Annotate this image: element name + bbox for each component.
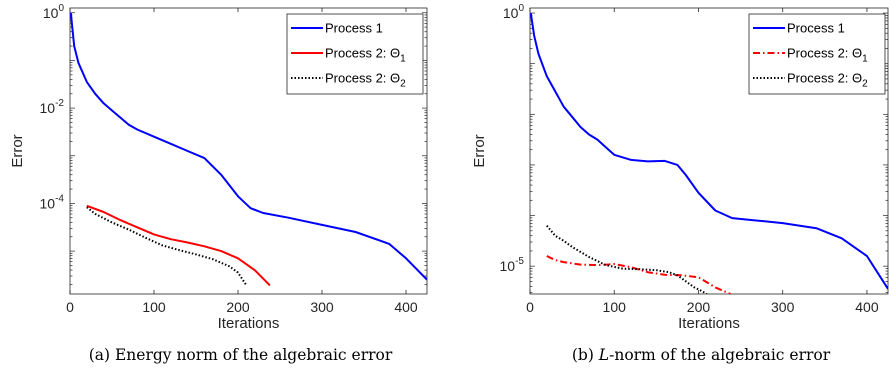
- x-tick-label: 200: [226, 299, 250, 315]
- x-axis-label: Iterations: [678, 315, 740, 332]
- x-tick-label: 0: [526, 299, 534, 315]
- x-tick-label: 300: [310, 299, 334, 315]
- x-tick-label: 200: [687, 299, 711, 315]
- figure-caption: (a) Energy norm of the algebraic error: [89, 346, 393, 364]
- y-tick-label: 10-2: [40, 98, 65, 116]
- chart-a: 0 100 200 300 400 100 10-2 10-4 Iterations Error P…: [9, 3, 428, 364]
- y-tick-label: 10-4: [40, 193, 65, 211]
- series-line-3: [546, 225, 709, 294]
- legend: Process 1 Process 2: Θ1 Process 2: Θ2: [286, 13, 424, 95]
- y-axis-label: Error: [9, 134, 26, 167]
- series-line-1: [530, 12, 888, 290]
- y-tick-label: 10-5: [500, 256, 525, 274]
- figure-caption: (b) L-norm of the algebraic error: [572, 346, 831, 364]
- legend-label-1: Process 1: [787, 21, 845, 36]
- y-tick-label: 100: [503, 3, 525, 21]
- x-tick-label: 0: [66, 299, 74, 315]
- legend-label-2: Process 2: Θ1: [787, 46, 868, 65]
- legend-label-1: Process 1: [325, 21, 383, 36]
- series-group: [70, 12, 427, 287]
- legend-label-2: Process 2: Θ1: [325, 46, 406, 65]
- x-tick-label: 100: [142, 299, 166, 315]
- x-tick-label: 300: [771, 299, 795, 315]
- legend-label-3: Process 2: Θ2: [325, 71, 406, 90]
- series-line-1: [70, 12, 427, 281]
- legend: Process 1 Process 2: Θ1 Process 2: Θ2: [748, 13, 886, 95]
- series-line-2: [546, 255, 731, 294]
- chart-b: 0 100 200 300 400 100 10-5 Iterations Error Proce…: [471, 3, 889, 364]
- y-axis-label: Error: [471, 134, 488, 167]
- x-tick-label: 400: [394, 299, 418, 315]
- series-group: [530, 12, 888, 294]
- legend-label-3: Process 2: Θ2: [787, 71, 868, 90]
- y-tick-label: 100: [43, 3, 65, 21]
- x-axis-label: Iterations: [218, 315, 280, 332]
- x-tick-label: 400: [855, 299, 879, 315]
- x-tick-label: 100: [603, 299, 627, 315]
- series-line-2: [86, 204, 271, 287]
